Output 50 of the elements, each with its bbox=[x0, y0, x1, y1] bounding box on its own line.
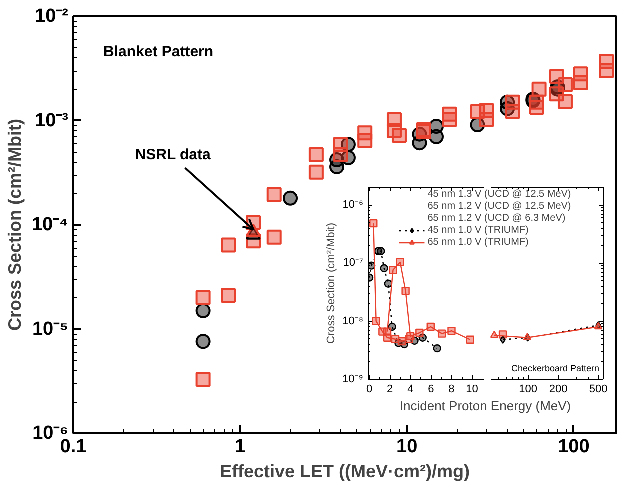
y-axis-title: Cross Section (cm²/Mbit) bbox=[4, 118, 25, 332]
x-axis-title: Incident Proton Energy (MeV) bbox=[400, 398, 572, 414]
point bbox=[370, 219, 378, 228]
x-axis-title: Effective LET ((MeV·cm²)/mg) bbox=[220, 462, 470, 482]
annotation: NSRL data bbox=[135, 146, 212, 164]
point bbox=[448, 326, 456, 336]
point bbox=[426, 322, 435, 332]
point bbox=[384, 280, 393, 288]
point bbox=[380, 264, 388, 273]
annotation: Blanket Pattern bbox=[104, 44, 214, 60]
x-tick-label: 200 bbox=[549, 384, 568, 396]
y-axis-title: Cross Section (cm²/Mbit) bbox=[326, 222, 338, 344]
x-tick-label: 1 bbox=[235, 436, 246, 458]
point bbox=[402, 287, 410, 296]
point bbox=[378, 328, 387, 336]
point bbox=[466, 336, 474, 344]
x-tick-label: 100 bbox=[519, 384, 538, 396]
text: 45 nm 1.3 V (UCD @ 12.5 MeV) bbox=[428, 189, 572, 200]
point bbox=[372, 317, 380, 326]
point bbox=[383, 334, 392, 342]
y-tick-label: 10⁻⁴ bbox=[32, 214, 69, 236]
point bbox=[389, 266, 398, 274]
legend-label: 45 nm 1.0 V (TRIUMF) bbox=[428, 225, 529, 236]
annotation: Checkerboard Pattern bbox=[511, 364, 600, 374]
x-tick-label: 100 bbox=[558, 436, 590, 458]
x-tick-label: 10 bbox=[466, 384, 478, 396]
point bbox=[377, 247, 386, 256]
x-tick-label: 500 bbox=[589, 384, 608, 396]
y-tick-label: 10⁻⁸ bbox=[342, 315, 364, 328]
text: 65 nm 1.2 V (UCD @ 6.3 MeV) bbox=[428, 213, 566, 224]
x-tick-label: 0 bbox=[366, 384, 373, 396]
x-tick-label: 6 bbox=[428, 384, 434, 396]
point bbox=[398, 337, 406, 346]
x-tick-label: 10 bbox=[396, 436, 418, 458]
legend-label: 65 nm 1.0 V (TRIUMF) bbox=[428, 237, 529, 248]
y-tick-label: 10⁻⁵ bbox=[32, 318, 69, 340]
x-tick-label: 8 bbox=[448, 384, 455, 396]
point bbox=[433, 344, 442, 353]
point bbox=[396, 258, 404, 267]
y-tick-label: 10⁻² bbox=[35, 6, 69, 27]
text: 65 nm 1.2 V (UCD @ 12.5 MeV) bbox=[428, 201, 572, 212]
y-tick-label: 10⁻⁹ bbox=[342, 374, 364, 386]
y-tick-label: 10⁻⁶ bbox=[342, 199, 364, 212]
x-tick-label: 2 bbox=[387, 384, 394, 396]
point bbox=[438, 330, 446, 338]
y-tick-label: 10⁻⁷ bbox=[343, 257, 364, 270]
point bbox=[405, 335, 414, 344]
y-tick-label: 10⁻³ bbox=[35, 110, 69, 132]
point bbox=[416, 328, 424, 338]
x-tick-label: 4 bbox=[408, 384, 414, 396]
